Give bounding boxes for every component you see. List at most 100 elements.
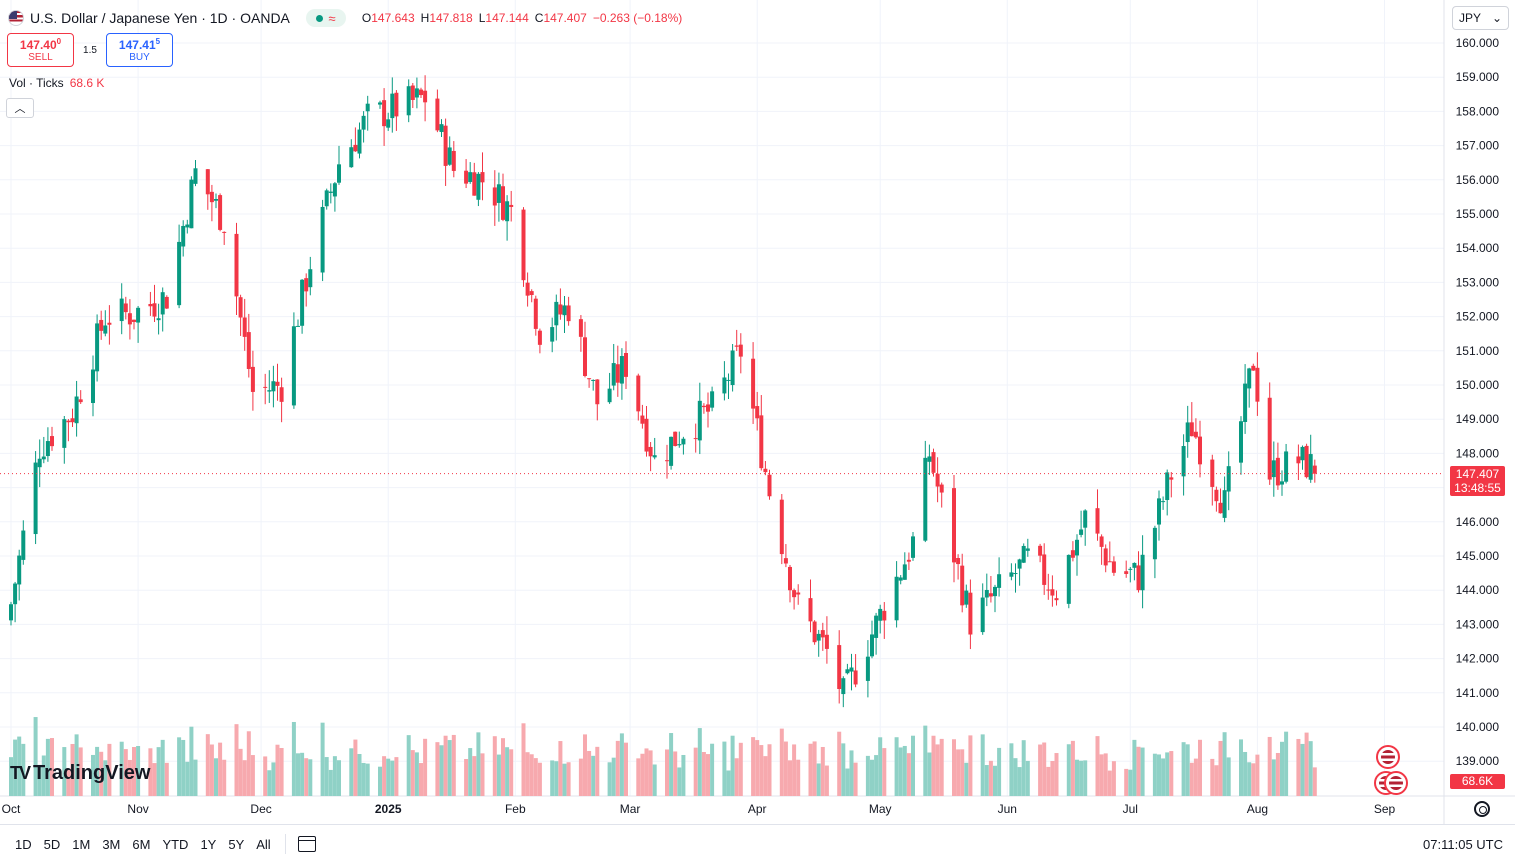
candle-body — [509, 204, 514, 207]
volume-bar — [1210, 758, 1215, 796]
volume-bar — [1275, 752, 1280, 796]
volume-bar — [1226, 757, 1231, 796]
range-button-1d[interactable]: 1D — [15, 836, 32, 852]
volume-bar — [1243, 751, 1248, 796]
candle-body — [353, 144, 358, 152]
volume-bar — [783, 741, 788, 796]
sell-button[interactable]: 147.400 SELL — [7, 33, 74, 67]
candle-body — [1070, 550, 1075, 558]
volume-bar — [1300, 743, 1305, 796]
candle-body — [1222, 490, 1227, 518]
tradingview-logo[interactable]: TV TradingView — [10, 762, 150, 785]
volume-bar — [751, 737, 756, 796]
candle-body — [496, 184, 501, 203]
candle-body — [988, 593, 993, 597]
candle-body — [300, 279, 305, 326]
volume-bar — [911, 735, 915, 796]
volume-bar — [320, 722, 325, 796]
utc-clock[interactable]: 07:11:05 UTC — [1423, 836, 1503, 852]
volume-bar — [1066, 744, 1071, 796]
candle-body — [1169, 477, 1174, 480]
candle-body — [1013, 573, 1018, 575]
range-button-5d[interactable]: 5D — [43, 836, 61, 852]
candle-body — [927, 456, 932, 462]
currency-selector[interactable]: JPY ⌄ — [1452, 6, 1509, 30]
volume-bar — [365, 763, 370, 796]
candle-body — [939, 484, 944, 493]
symbol-title[interactable]: U.S. Dollar / Japanese Yen · 1D · OANDA — [30, 10, 290, 26]
volume-bar — [874, 755, 879, 796]
candle-body — [755, 406, 760, 419]
candle-body — [33, 462, 38, 535]
chevron-down-icon: ⌄ — [1491, 11, 1502, 25]
market-status-pill[interactable]: ≈ — [305, 9, 346, 27]
candle-body — [1267, 397, 1272, 480]
volume-bar — [74, 734, 79, 796]
buy-button[interactable]: 147.415 BUY — [106, 33, 173, 67]
volume-bar — [156, 747, 161, 796]
economic-event-icon[interactable] — [1376, 745, 1400, 769]
range-button-6m[interactable]: 6M — [132, 836, 151, 852]
candle-body — [1214, 489, 1219, 502]
candle-body — [1095, 508, 1100, 534]
buy-price: 147.415 — [118, 37, 161, 52]
collapse-legend-button[interactable]: ︿ — [6, 98, 34, 118]
volume-bar — [1107, 770, 1112, 796]
candle-body — [1308, 454, 1313, 480]
candle-body — [644, 418, 649, 452]
candle-body — [1275, 457, 1280, 486]
range-button-3m[interactable]: 3M — [102, 836, 121, 852]
buy-label: BUY — [129, 52, 150, 63]
volume-bar — [95, 746, 100, 796]
candle-body — [1157, 498, 1161, 525]
candle-body — [853, 670, 858, 685]
economic-event-icon[interactable] — [1384, 771, 1408, 795]
volume-bar — [271, 762, 276, 796]
candle-body — [160, 292, 165, 315]
range-button-1y[interactable]: 1Y — [200, 836, 217, 852]
volume-bar — [734, 758, 739, 796]
price-chart[interactable]: 160.000 159.000 158.000 157.000 156.000 155.0… — [0, 0, 1515, 824]
candle-body — [328, 191, 333, 193]
candle-body — [296, 325, 300, 327]
candle-body — [365, 103, 370, 112]
candle-body — [1181, 446, 1186, 477]
candle-body — [964, 590, 969, 605]
candle-body — [870, 634, 874, 657]
candle-body — [41, 456, 46, 460]
volume-bar — [492, 736, 497, 796]
range-button-5y[interactable]: 5Y — [228, 836, 245, 852]
volume-legend[interactable]: Vol · Ticks 68.6 K — [9, 76, 104, 90]
volume-bar — [1193, 758, 1198, 796]
candle-body — [648, 446, 653, 457]
volume-bar — [193, 759, 198, 796]
volume-bar — [578, 758, 583, 796]
volume-bar — [406, 735, 411, 796]
volume-bar — [595, 746, 600, 796]
volume-legend-value: 68.6 K — [69, 76, 105, 90]
calendar-icon[interactable] — [297, 836, 316, 852]
volume-bar — [550, 760, 555, 796]
candle-body — [50, 436, 54, 447]
volume-bar — [583, 734, 587, 796]
candle-body — [738, 344, 743, 357]
candle-body — [525, 282, 530, 296]
volume-bar — [177, 737, 182, 796]
volume-bar — [480, 753, 485, 796]
y-tick-label: 158.000 — [1456, 104, 1500, 118]
candle-body — [652, 455, 657, 458]
range-buttons: 1D 5D 1M 3M 6M YTD 1Y 5Y All — [9, 837, 277, 852]
volume-bar — [1222, 732, 1227, 796]
ohlc-item: O147.643 — [362, 11, 415, 25]
range-button-all[interactable]: All — [256, 836, 271, 852]
candle-body — [578, 319, 583, 337]
candle-body — [673, 431, 678, 446]
volume-bar — [935, 744, 940, 796]
range-button-1m[interactable]: 1M — [72, 836, 91, 852]
candle-body — [710, 391, 715, 408]
volume-bar — [587, 750, 592, 796]
range-button-ytd[interactable]: YTD — [162, 836, 189, 852]
candle-body — [349, 147, 354, 168]
gear-icon[interactable] — [1474, 801, 1490, 817]
ohlc-value: −0.263 (−0.18%) — [592, 11, 683, 25]
